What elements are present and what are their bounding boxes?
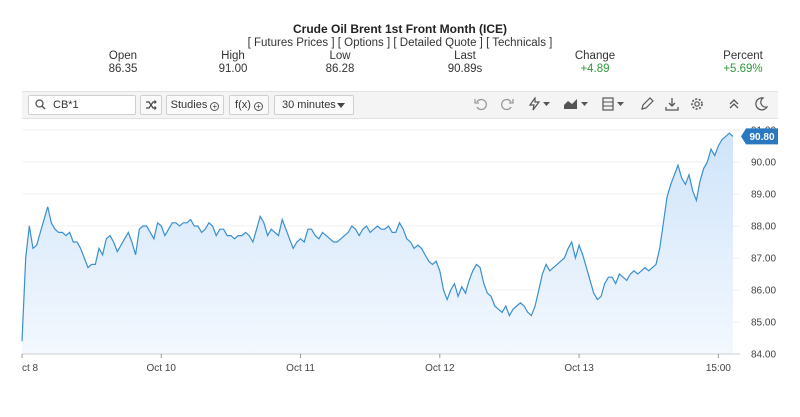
lightning-icon bbox=[528, 97, 550, 111]
search-icon bbox=[35, 99, 46, 110]
open-label: Open bbox=[108, 50, 138, 62]
price-area bbox=[22, 133, 733, 354]
quote-low: Low 86.28 bbox=[320, 50, 360, 75]
last-price-badge-shape bbox=[741, 128, 778, 145]
quote-open: Open 86.35 bbox=[103, 50, 143, 75]
y-tick-label: 90.00 bbox=[751, 158, 776, 169]
x-axis: ct 8 Oct 10 Oct 11 Oct 12 Oct 13 15:00 bbox=[21, 354, 731, 374]
y-tick-label: 88.00 bbox=[751, 222, 776, 233]
x-tick-label: Oct 12 bbox=[425, 363, 455, 374]
symbol-search-value: CB*1 bbox=[53, 99, 79, 111]
interval-label: 30 minutes bbox=[282, 99, 336, 111]
page-title: Crude Oil Brent 1st Front Month (ICE) bbox=[293, 22, 507, 36]
link-technicals[interactable]: Technicals bbox=[492, 37, 546, 49]
interval-select[interactable]: 30 minutes bbox=[274, 95, 354, 115]
flash-menu-button[interactable] bbox=[527, 97, 551, 113]
chart-type-button[interactable] bbox=[563, 97, 589, 113]
fx-button[interactable]: f(x) + bbox=[229, 95, 269, 115]
collapse-button[interactable] bbox=[728, 97, 740, 113]
y-tick-label: 86.00 bbox=[751, 286, 776, 297]
quote-high: High 91.00 bbox=[213, 50, 253, 75]
high-value: 91.00 bbox=[218, 63, 248, 75]
percent-label: Percent bbox=[723, 50, 763, 62]
link-detailed-quote[interactable]: Detailed Quote bbox=[399, 37, 477, 49]
last-value: 90.89s bbox=[447, 63, 483, 75]
last-price-badge: 90.80 bbox=[741, 128, 778, 145]
undo-button[interactable] bbox=[474, 97, 488, 113]
double-chevron-up-icon bbox=[729, 99, 739, 109]
download-icon bbox=[665, 98, 679, 111]
x-tick-label: Oct 11 bbox=[286, 363, 315, 374]
area-chart-icon bbox=[564, 99, 588, 109]
last-label: Last bbox=[454, 50, 476, 62]
change-label: Change bbox=[574, 50, 616, 62]
compare-button[interactable] bbox=[140, 95, 162, 115]
price-chart[interactable]: 84.0085.0086.0087.0088.0089.0090.0091.00… bbox=[0, 120, 800, 417]
symbol-search-input[interactable]: CB*1 bbox=[28, 95, 136, 115]
studies-label: Studies bbox=[170, 99, 208, 111]
dark-mode-button[interactable] bbox=[754, 97, 768, 113]
last-price-label: 90.80 bbox=[749, 132, 774, 143]
high-label: High bbox=[221, 50, 245, 62]
y-tick-label: 87.00 bbox=[751, 254, 776, 265]
chevron-down-icon bbox=[337, 103, 345, 108]
y-tick-label: 84.00 bbox=[751, 350, 776, 361]
gear-icon bbox=[691, 98, 703, 110]
plus-circle-icon: + bbox=[253, 102, 263, 111]
studies-button[interactable]: Studies + bbox=[166, 95, 224, 115]
redo-icon bbox=[501, 98, 514, 111]
quote-links: [ Futures Prices ] [ Options ] [ Detaile… bbox=[247, 37, 553, 49]
plus-circle-icon: + bbox=[210, 102, 220, 111]
layout-icon bbox=[602, 97, 624, 111]
quote-change: Change +4.89 bbox=[570, 50, 620, 75]
y-tick-label: 85.00 bbox=[751, 318, 776, 329]
percent-value: +5.69% bbox=[723, 63, 763, 75]
x-tick-label: ct 8 bbox=[22, 363, 39, 374]
quote-percent: Percent +5.69% bbox=[718, 50, 768, 75]
undo-icon bbox=[474, 98, 487, 111]
fx-label: f(x) bbox=[235, 99, 251, 111]
price-line bbox=[21, 132, 734, 342]
open-value: 86.35 bbox=[108, 63, 138, 75]
moon-icon bbox=[755, 97, 768, 111]
x-tick-label: Oct 10 bbox=[147, 363, 177, 374]
link-futures-prices[interactable]: Futures Prices bbox=[254, 37, 329, 49]
download-button[interactable] bbox=[665, 97, 679, 113]
pencil-icon bbox=[641, 97, 654, 110]
x-tick-label: Oct 13 bbox=[564, 363, 594, 374]
link-options[interactable]: Options bbox=[344, 37, 384, 49]
chart-toolbar: CB*1 Studies + f(x) + 30 minutes bbox=[22, 91, 778, 119]
quote-last: Last 90.89s bbox=[440, 50, 490, 75]
y-tick-label: 89.00 bbox=[751, 190, 776, 201]
x-tick-label: 15:00 bbox=[706, 363, 731, 374]
low-value: 86.28 bbox=[325, 63, 355, 75]
layout-button[interactable] bbox=[602, 97, 626, 113]
redo-button[interactable] bbox=[500, 97, 514, 113]
change-value: +4.89 bbox=[580, 63, 610, 75]
shuffle-icon bbox=[146, 100, 157, 110]
draw-button[interactable] bbox=[640, 97, 654, 113]
low-label: Low bbox=[329, 50, 351, 62]
settings-button[interactable] bbox=[690, 97, 704, 113]
